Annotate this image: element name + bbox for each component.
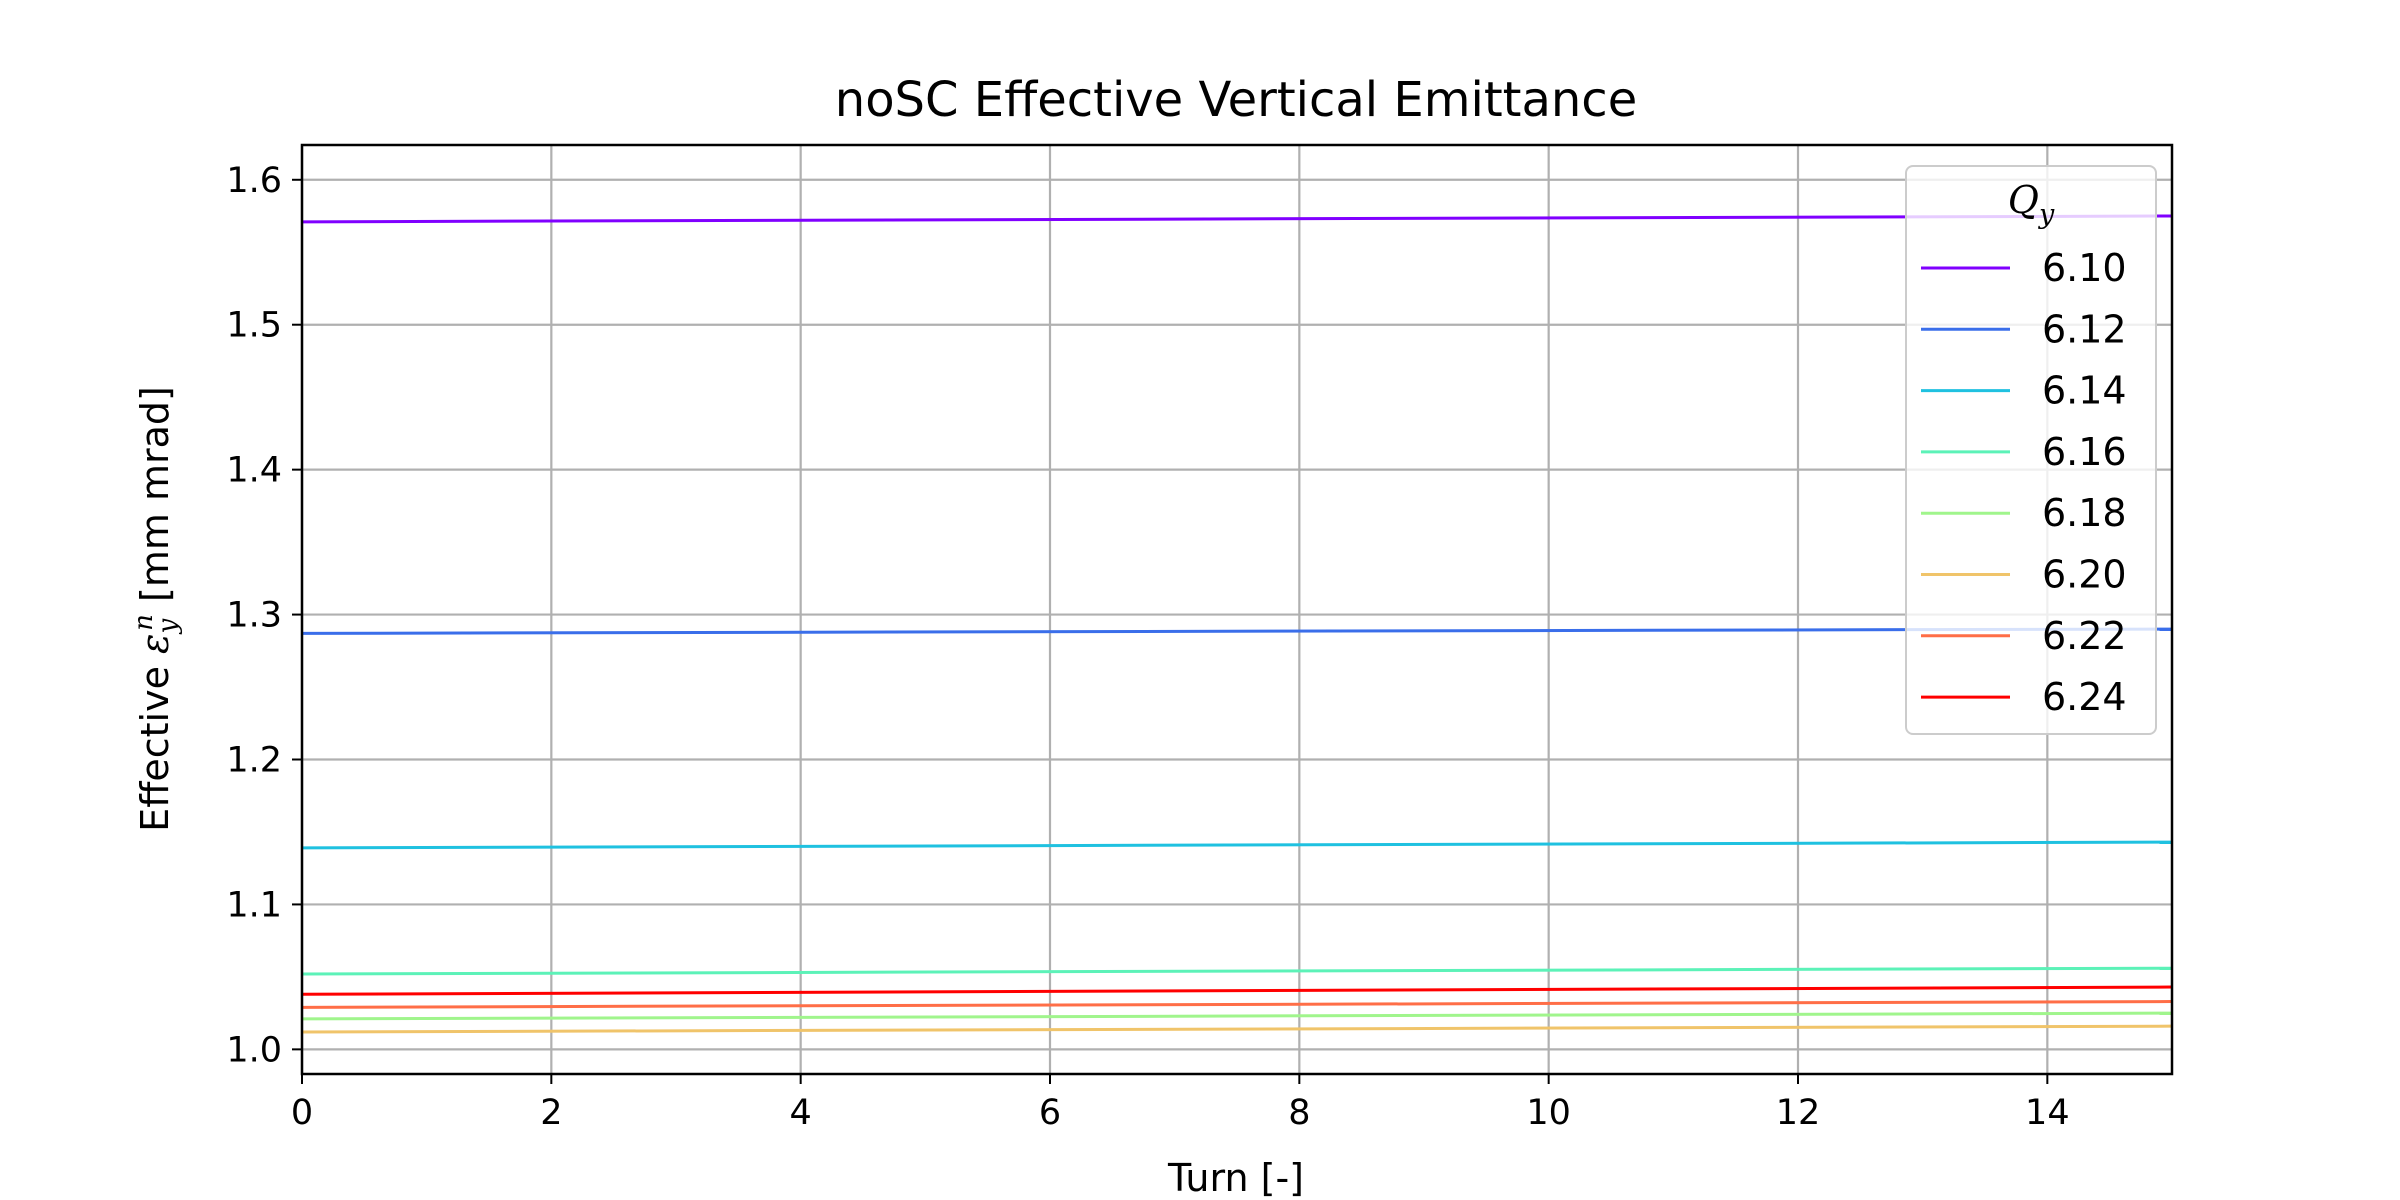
- axis-ticks: 0 2 4 6 8 10 12 14 1.0 1.1 1.2 1.3 1.4 1.5 1.6: [226, 161, 2069, 1133]
- y-tick-label: 1.2: [226, 741, 282, 781]
- y-axis-label: Effective εyn [mm mrad]: [129, 386, 183, 832]
- y-axis-label-subscript: y: [153, 619, 183, 635]
- legend-label: 6.16: [2042, 430, 2127, 474]
- series-lines: [301, 214, 2173, 1034]
- y-tick-label: 1.4: [226, 451, 282, 491]
- legend: Qy 6.10 6.12 6.14 6.16 6.18 6.20 6.22 6.24: [1905, 165, 2157, 735]
- y-axis-label-superscript: n: [129, 614, 159, 631]
- y-axis-label-suffix: [mm mrad]: [133, 386, 177, 614]
- legend-label: 6.20: [2042, 553, 2127, 597]
- x-tick-label: 4: [790, 1093, 812, 1133]
- legend-label: 6.10: [2042, 246, 2127, 290]
- legend-title: Qy: [2008, 178, 2055, 230]
- series-line-6-16: [301, 966, 2173, 976]
- y-tick-label: 1.1: [226, 885, 282, 925]
- legend-label: 6.18: [2042, 491, 2127, 535]
- series-line-6-14: [301, 840, 2173, 850]
- x-tick-label: 12: [1776, 1093, 1821, 1133]
- y-tick-label: 1.5: [226, 306, 282, 346]
- legend-label: 6.12: [2042, 307, 2127, 351]
- x-tick-label: 0: [291, 1093, 313, 1133]
- x-tick-label: 8: [1288, 1093, 1310, 1133]
- plot-frame: [300, 143, 2174, 1076]
- legend-label: 6.24: [2042, 675, 2127, 719]
- series-line-6-10: [301, 214, 2173, 224]
- x-tick-label: 2: [540, 1093, 562, 1133]
- x-tick-label: 6: [1039, 1093, 1061, 1133]
- legend-entries: 6.10 6.12 6.14 6.16 6.18 6.20 6.22 6.24: [1921, 246, 2127, 719]
- y-tick-label: 1.6: [226, 161, 282, 201]
- x-tick-label: 10: [1526, 1093, 1571, 1133]
- y-tick-label: 1.3: [226, 596, 282, 636]
- series-line-6-18: [301, 1011, 2173, 1021]
- series-line-6-12: [301, 627, 2173, 635]
- legend-title-symbol: Q: [2008, 178, 2039, 222]
- y-axis-label-prefix: Effective: [133, 654, 177, 832]
- x-axis-label: Turn [-]: [1167, 1156, 1304, 1200]
- y-tick-label: 1.0: [226, 1030, 282, 1070]
- series-line-6-24: [301, 985, 2173, 996]
- x-tick-label: 14: [2025, 1093, 2070, 1133]
- series-line-6-22: [301, 1000, 2173, 1009]
- chart-title: noSC Effective Vertical Emittance: [835, 72, 1637, 128]
- y-axis-label-symbol: ε: [133, 634, 177, 654]
- legend-label: 6.14: [2042, 369, 2127, 413]
- legend-title-subscript: y: [2038, 199, 2055, 230]
- legend-box: [1905, 165, 2157, 735]
- series-line-6-20: [301, 1024, 2173, 1034]
- legend-label: 6.22: [2042, 614, 2127, 658]
